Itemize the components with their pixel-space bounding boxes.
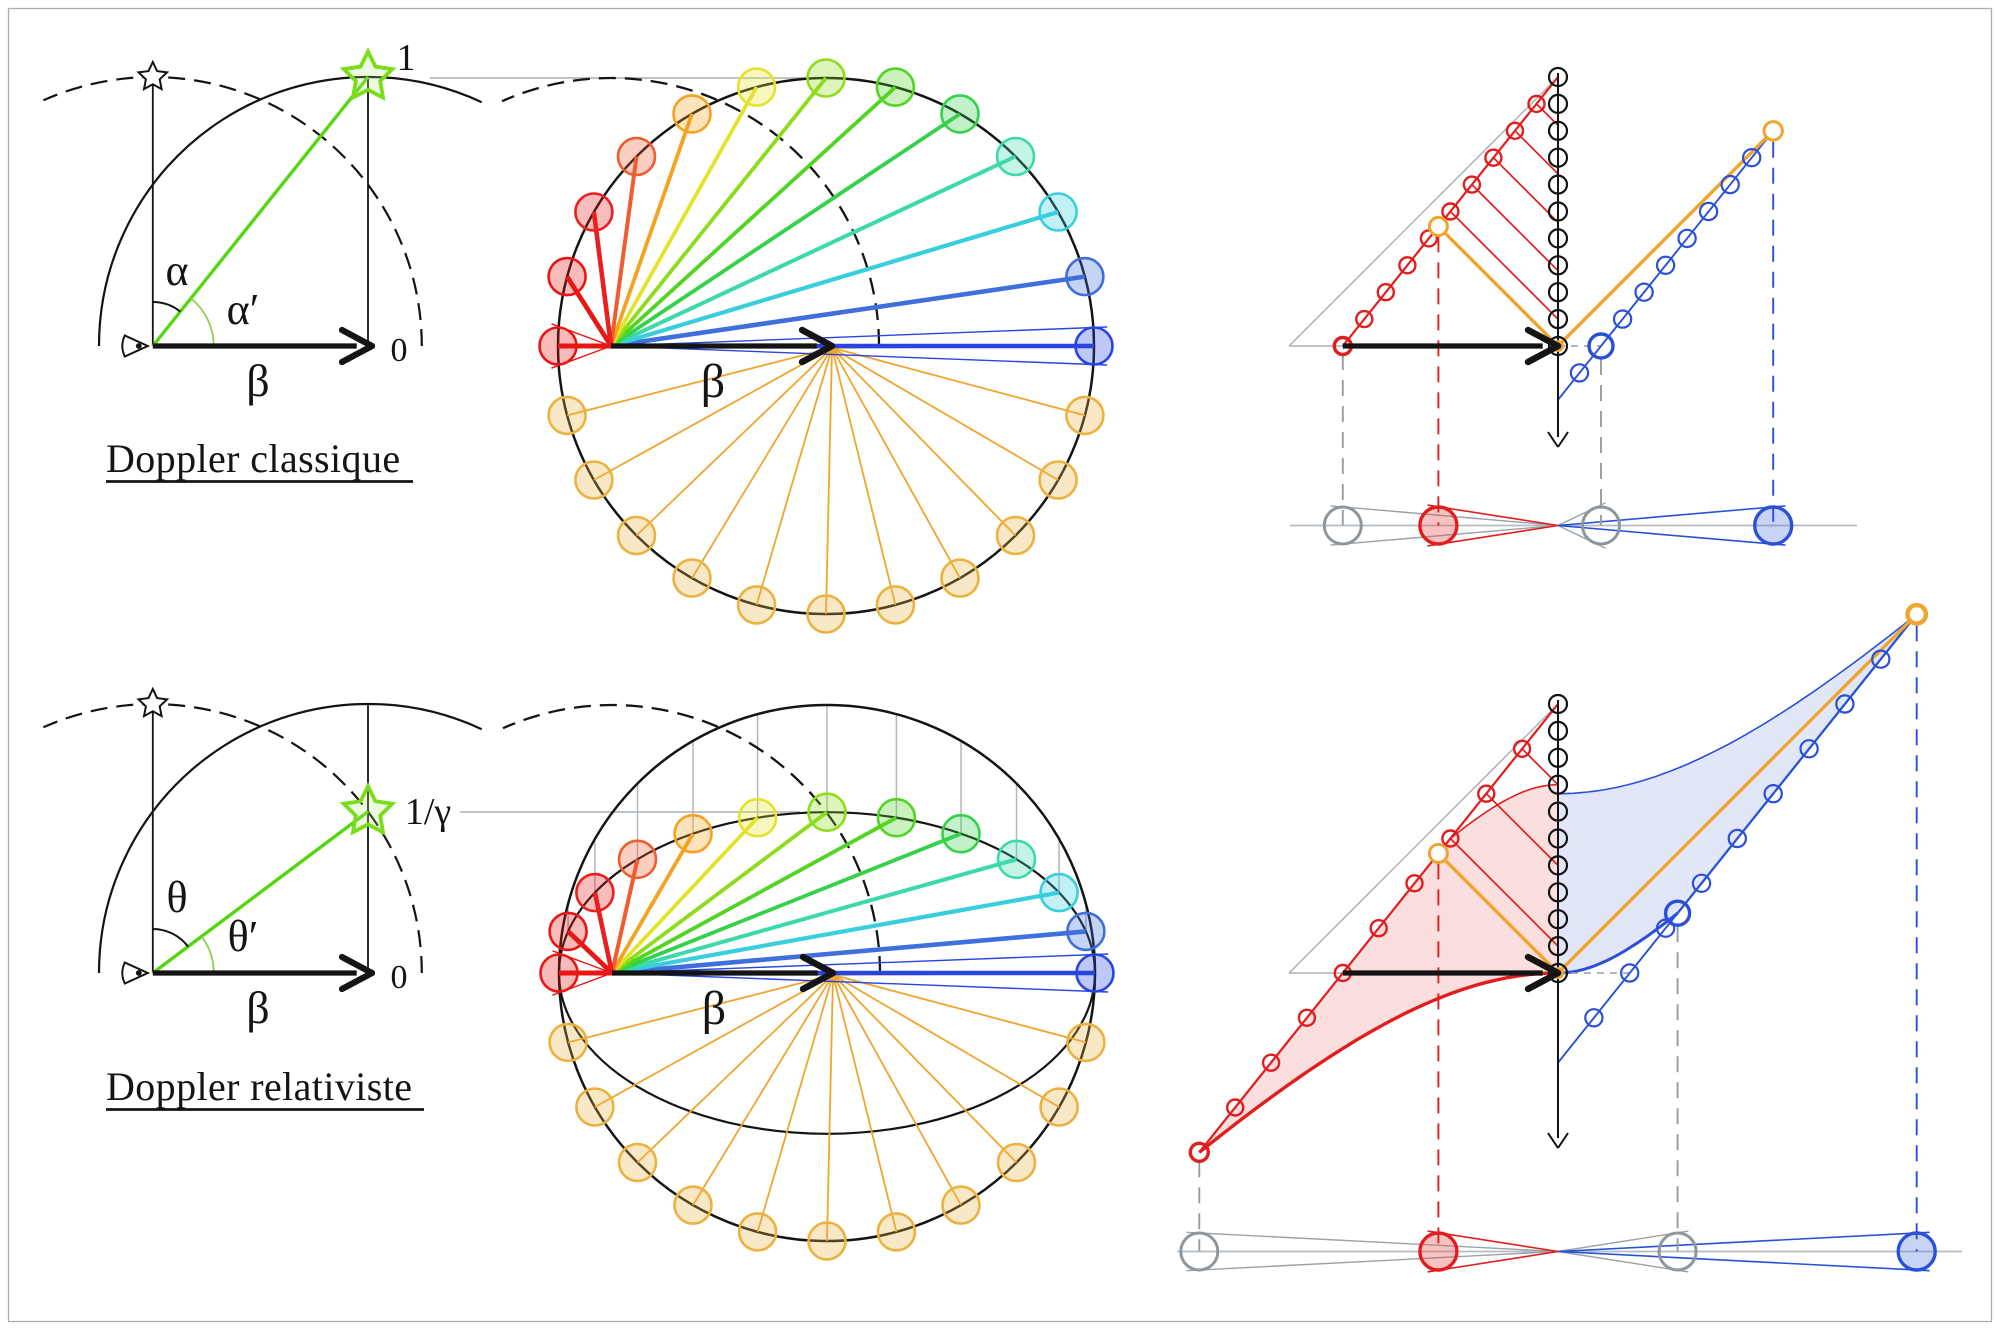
svg-text:β: β (246, 982, 269, 1033)
svg-text:0: 0 (391, 959, 408, 996)
svg-text:1: 1 (397, 37, 416, 79)
svg-text:β: β (701, 355, 725, 408)
svg-text:β: β (702, 982, 726, 1035)
svg-text:0: 0 (391, 332, 408, 369)
svg-text:Doppler classique: Doppler classique (106, 436, 401, 481)
svg-text:α′: α′ (227, 285, 260, 334)
svg-text:θ′: θ′ (228, 912, 259, 961)
svg-text:β: β (246, 355, 269, 406)
svg-text:α: α (165, 246, 188, 295)
svg-text:1/γ: 1/γ (405, 791, 451, 833)
svg-text:θ: θ (166, 873, 187, 922)
svg-text:Doppler relativiste: Doppler relativiste (106, 1064, 412, 1109)
